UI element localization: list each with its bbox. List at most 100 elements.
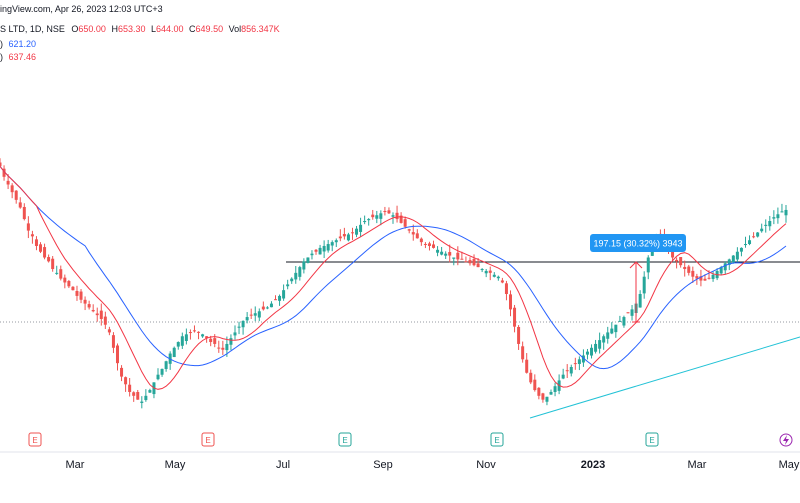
candle-body — [735, 251, 739, 260]
candle-body — [103, 316, 107, 325]
candle-body — [561, 374, 565, 379]
candle-body — [687, 266, 691, 273]
candle-body — [63, 277, 67, 283]
ma-slow-line: ) 621.20 — [0, 38, 36, 50]
x-tick-label: Mar — [66, 459, 85, 471]
open-value: 650.00 — [78, 24, 106, 34]
candle-body — [679, 257, 683, 266]
candle-body — [322, 245, 326, 252]
earnings-icon[interactable]: E — [28, 432, 42, 447]
candle-body — [124, 377, 128, 385]
candle-body — [581, 355, 585, 363]
candle-body — [282, 290, 286, 299]
candle-body — [83, 299, 87, 304]
candle-body — [496, 276, 500, 279]
candle-body — [764, 224, 768, 226]
candle-body — [743, 244, 747, 246]
candle-body — [314, 249, 318, 252]
candle-body — [444, 253, 448, 256]
candle-body — [432, 244, 436, 248]
lightning-icon[interactable] — [779, 433, 793, 447]
candle-body — [573, 363, 577, 365]
measure-label-box — [590, 234, 686, 252]
earnings-icon[interactable]: E — [201, 432, 215, 447]
candle-body — [752, 236, 756, 238]
candle-body — [306, 257, 310, 263]
earnings-icon[interactable]: E — [645, 432, 659, 447]
ma-slow-value: 621.20 — [8, 39, 37, 49]
candle-body — [342, 234, 346, 237]
source-line: ingView.com, Apr 26, 2023 12:03 UTC+3 — [0, 3, 163, 15]
candle-body — [278, 295, 282, 301]
candle-body — [549, 391, 553, 395]
candle-body — [379, 213, 383, 219]
candle-body — [427, 243, 431, 246]
candle-body — [359, 224, 363, 232]
candle-body — [350, 232, 354, 234]
candle-body — [739, 247, 743, 252]
high-label: H — [111, 24, 118, 34]
candle-body — [590, 347, 594, 356]
candle-body — [756, 232, 760, 237]
earnings-icon[interactable]: E — [490, 432, 504, 447]
candle-body — [711, 274, 715, 279]
candle-body — [403, 219, 407, 227]
candle-body — [22, 206, 26, 220]
candle-body — [265, 307, 269, 309]
candle-body — [221, 347, 225, 350]
candle-body — [545, 396, 549, 402]
candle-body — [638, 294, 642, 308]
candle-body — [233, 332, 237, 336]
candle-body — [630, 309, 634, 316]
candle-body — [460, 258, 464, 260]
candle-body — [440, 251, 444, 255]
candle-body — [95, 313, 99, 316]
candle-body — [683, 266, 687, 270]
candle-body — [334, 240, 338, 243]
candle-body — [585, 351, 589, 355]
candle-body — [217, 347, 221, 349]
candle-body — [346, 234, 350, 241]
x-tick-label: Nov — [476, 459, 496, 471]
candle-body — [39, 244, 43, 252]
candle-body — [642, 276, 646, 294]
candle-body — [699, 276, 703, 281]
candle-body — [338, 236, 342, 239]
measure-tool[interactable]: 197.15 (30.32%) 3943 — [590, 234, 686, 323]
candle-body — [136, 392, 140, 400]
candle-body — [176, 342, 180, 347]
candle-body — [67, 281, 71, 287]
earnings-icon[interactable]: E — [338, 432, 352, 447]
candle-body — [598, 340, 602, 349]
close-label: C — [189, 24, 196, 34]
candle-body — [472, 258, 476, 266]
candle-body — [695, 276, 699, 279]
candle-body — [326, 244, 330, 251]
candle-body — [30, 234, 34, 237]
candle-body — [626, 312, 630, 314]
candle-body — [610, 328, 614, 334]
x-tick-label: Jul — [276, 459, 290, 471]
candle-body — [500, 280, 504, 283]
candle-body — [541, 393, 545, 400]
candle-body — [107, 329, 111, 333]
candle-body — [14, 190, 18, 200]
candle-body — [387, 210, 391, 214]
candle-body — [213, 338, 217, 344]
candle-body — [517, 326, 521, 344]
candle-body — [59, 269, 63, 279]
candle-body — [71, 286, 75, 291]
candle-body — [723, 263, 727, 271]
candle-body — [703, 278, 707, 281]
candle-body — [606, 332, 610, 339]
candle-body — [47, 257, 51, 262]
candle-body — [209, 338, 213, 343]
support-trendline[interactable] — [529, 336, 800, 419]
candle-body — [565, 370, 569, 372]
candle-body — [395, 212, 399, 220]
candle-body — [99, 310, 103, 319]
x-tick-label: May — [165, 459, 186, 471]
candle-body — [646, 257, 650, 273]
